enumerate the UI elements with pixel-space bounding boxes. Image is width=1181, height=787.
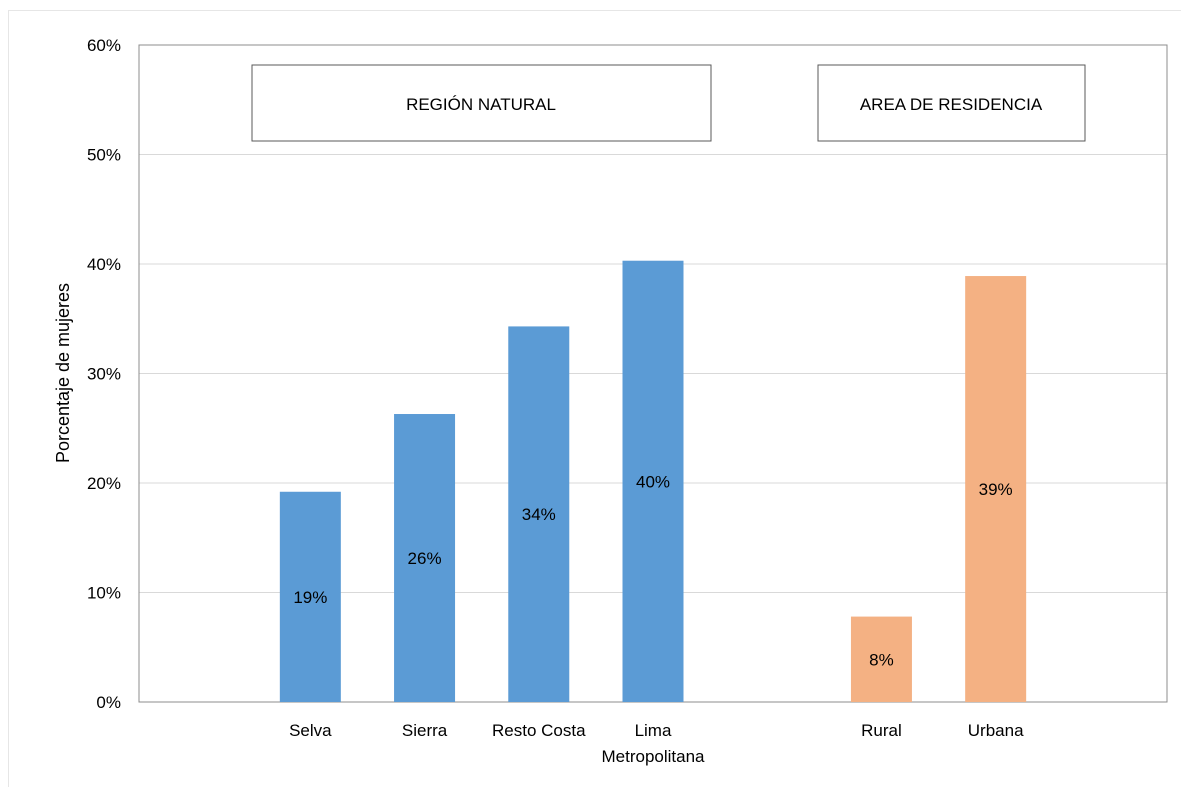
bar: [622, 260, 684, 702]
bar: [965, 276, 1027, 702]
y-tick-label: 60%: [87, 36, 121, 55]
group-box-area-label: AREA DE RESIDENCIA: [860, 95, 1043, 114]
group-box-region-label: REGIÓN NATURAL: [406, 95, 556, 114]
category-label: Urbana: [968, 721, 1024, 740]
category-labels: Selva Sierra Resto Costa Lima Metropolitana R…: [289, 721, 1024, 766]
y-tick-label: 40%: [87, 255, 121, 274]
category-label: Selva: [289, 721, 332, 740]
frame-top-border: [8, 10, 1181, 11]
y-tick-label: 0%: [96, 693, 121, 712]
group-header-boxes: REGIÓN NATURAL AREA DE RESIDENCIA: [251, 64, 1086, 142]
group-box-region: [251, 64, 712, 142]
category-label: Sierra: [402, 721, 448, 740]
y-tick-label: 50%: [87, 146, 121, 165]
y-axis-label: Porcentaje de mujeres: [53, 283, 73, 463]
y-tick-label: 30%: [87, 365, 121, 384]
category-label: Resto Costa: [492, 721, 586, 740]
category-label: Metropolitana: [601, 747, 705, 766]
data-label: 26%: [408, 549, 442, 568]
data-label: 40%: [636, 472, 670, 491]
y-tick-label: 10%: [87, 584, 121, 603]
bar: [508, 326, 570, 702]
bar: [850, 616, 912, 702]
y-axis-ticks: 0% 10% 20% 30% 40% 50% 60%: [87, 36, 121, 712]
data-label: 8%: [869, 650, 894, 669]
category-label: Lima: [635, 721, 672, 740]
bar: [279, 491, 341, 702]
bar: [394, 414, 456, 702]
category-label: Rural: [861, 721, 902, 740]
bars: 19% 26% 34% 40% 8% 39%: [279, 260, 1027, 702]
frame-left-border: [8, 10, 9, 787]
data-label: 39%: [979, 480, 1013, 499]
data-label: 34%: [522, 505, 556, 524]
group-box-area: [817, 64, 1086, 142]
data-label: 19%: [293, 588, 327, 607]
y-tick-label: 20%: [87, 474, 121, 493]
